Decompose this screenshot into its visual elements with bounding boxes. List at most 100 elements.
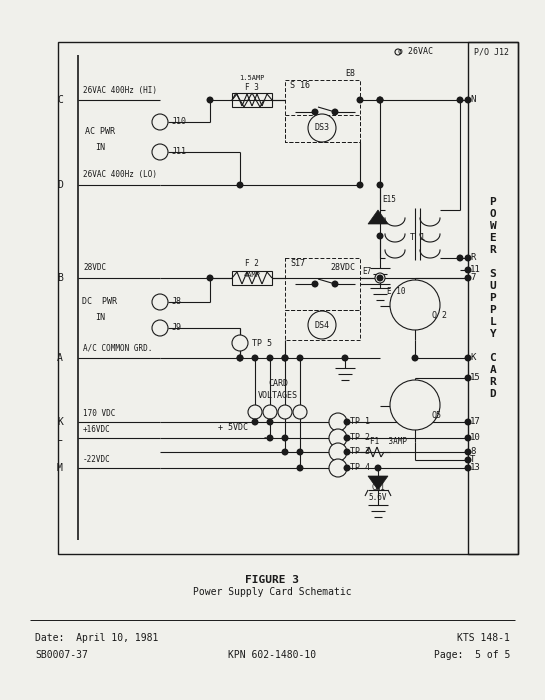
Text: TP 2: TP 2 <box>350 433 370 442</box>
Text: DS3: DS3 <box>314 123 330 132</box>
Text: M: M <box>57 463 63 473</box>
Circle shape <box>464 354 471 361</box>
Text: CR1: CR1 <box>371 484 385 493</box>
Text: 11: 11 <box>470 265 481 274</box>
Text: P
O
W
E
R
 
S
U
P
P
L
Y
 
C
A
R
D: P O W E R S U P P L Y C A R D <box>489 197 496 399</box>
Text: E 10: E 10 <box>387 288 405 297</box>
Text: J9: J9 <box>172 323 182 332</box>
Text: -: - <box>263 433 268 442</box>
Text: 1.5AMP: 1.5AMP <box>239 75 265 81</box>
Text: 5.6V: 5.6V <box>369 494 387 503</box>
Text: 26VAC 400Hz (LO): 26VAC 400Hz (LO) <box>83 171 157 179</box>
Text: 10: 10 <box>470 433 481 442</box>
Circle shape <box>248 405 262 419</box>
Text: 15: 15 <box>470 374 481 382</box>
Circle shape <box>207 97 214 104</box>
Circle shape <box>343 419 350 426</box>
Text: 17: 17 <box>470 417 481 426</box>
Circle shape <box>312 108 318 116</box>
Text: VOLTAGES: VOLTAGES <box>258 391 298 400</box>
Circle shape <box>457 255 463 262</box>
Text: 170 VDC: 170 VDC <box>83 409 116 417</box>
Text: IN: IN <box>95 143 105 151</box>
Circle shape <box>237 354 244 361</box>
Text: K: K <box>57 417 63 427</box>
Text: E15: E15 <box>382 195 396 204</box>
Circle shape <box>152 114 168 130</box>
Circle shape <box>457 97 463 104</box>
Text: 7: 7 <box>470 274 475 283</box>
Text: o 26VAC: o 26VAC <box>398 48 433 57</box>
Circle shape <box>343 465 350 472</box>
Circle shape <box>464 456 471 463</box>
Text: L: L <box>57 433 63 443</box>
Circle shape <box>464 419 471 426</box>
Circle shape <box>207 274 214 281</box>
Circle shape <box>308 114 336 142</box>
Text: T: T <box>470 456 475 465</box>
Text: -22VDC: -22VDC <box>83 454 111 463</box>
Circle shape <box>278 405 292 419</box>
Circle shape <box>377 181 384 188</box>
Polygon shape <box>368 210 388 224</box>
Text: DS4: DS4 <box>314 321 330 330</box>
Text: Q 2: Q 2 <box>432 311 447 319</box>
Circle shape <box>296 354 304 361</box>
Text: F 2: F 2 <box>245 260 259 269</box>
Text: 4AMP: 4AMP <box>244 272 261 278</box>
Circle shape <box>312 281 318 288</box>
Circle shape <box>377 274 384 281</box>
Circle shape <box>267 354 274 361</box>
Bar <box>232 271 272 285</box>
Text: J11: J11 <box>172 148 187 157</box>
Circle shape <box>464 449 471 456</box>
Text: Page:  5 of 5: Page: 5 of 5 <box>434 650 510 660</box>
Text: J8: J8 <box>172 298 182 307</box>
Circle shape <box>251 354 258 361</box>
Text: Date:  April 10, 1981: Date: April 10, 1981 <box>35 633 159 643</box>
Circle shape <box>464 255 471 262</box>
Circle shape <box>329 459 347 477</box>
Circle shape <box>331 108 338 116</box>
Circle shape <box>356 181 364 188</box>
Circle shape <box>251 419 258 426</box>
Circle shape <box>377 232 384 239</box>
Text: 8: 8 <box>470 447 475 456</box>
Circle shape <box>464 435 471 442</box>
Text: 26VAC 400Hz (HI): 26VAC 400Hz (HI) <box>83 85 157 94</box>
Circle shape <box>377 97 384 104</box>
Circle shape <box>411 354 419 361</box>
Text: CARD: CARD <box>268 379 288 388</box>
Circle shape <box>464 465 471 472</box>
Circle shape <box>343 435 350 442</box>
Text: K: K <box>470 354 475 363</box>
Text: J10: J10 <box>172 118 187 127</box>
Text: E8: E8 <box>345 69 355 78</box>
Circle shape <box>331 281 338 288</box>
Text: P/O J12: P/O J12 <box>474 48 509 57</box>
Circle shape <box>282 354 288 361</box>
Text: DC  PWR: DC PWR <box>82 298 118 307</box>
Circle shape <box>329 429 347 447</box>
Text: F 3: F 3 <box>245 83 259 92</box>
Circle shape <box>464 97 471 104</box>
Circle shape <box>342 354 348 361</box>
Text: N: N <box>470 95 475 104</box>
Circle shape <box>308 311 336 339</box>
Bar <box>58 42 518 554</box>
Circle shape <box>296 465 304 472</box>
Text: F1  3AMP: F1 3AMP <box>370 438 407 447</box>
Circle shape <box>464 274 471 281</box>
Circle shape <box>282 354 288 361</box>
Circle shape <box>329 413 347 431</box>
Circle shape <box>374 465 381 472</box>
Text: R: R <box>470 253 475 262</box>
Circle shape <box>232 335 248 351</box>
Text: IN: IN <box>95 312 105 321</box>
Circle shape <box>267 419 274 426</box>
Text: KPN 602-1480-10: KPN 602-1480-10 <box>228 650 316 660</box>
Text: FIGURE 3: FIGURE 3 <box>245 575 299 585</box>
Circle shape <box>296 449 304 456</box>
Circle shape <box>343 449 350 456</box>
Text: A/C COMMON GRD.: A/C COMMON GRD. <box>83 344 153 353</box>
